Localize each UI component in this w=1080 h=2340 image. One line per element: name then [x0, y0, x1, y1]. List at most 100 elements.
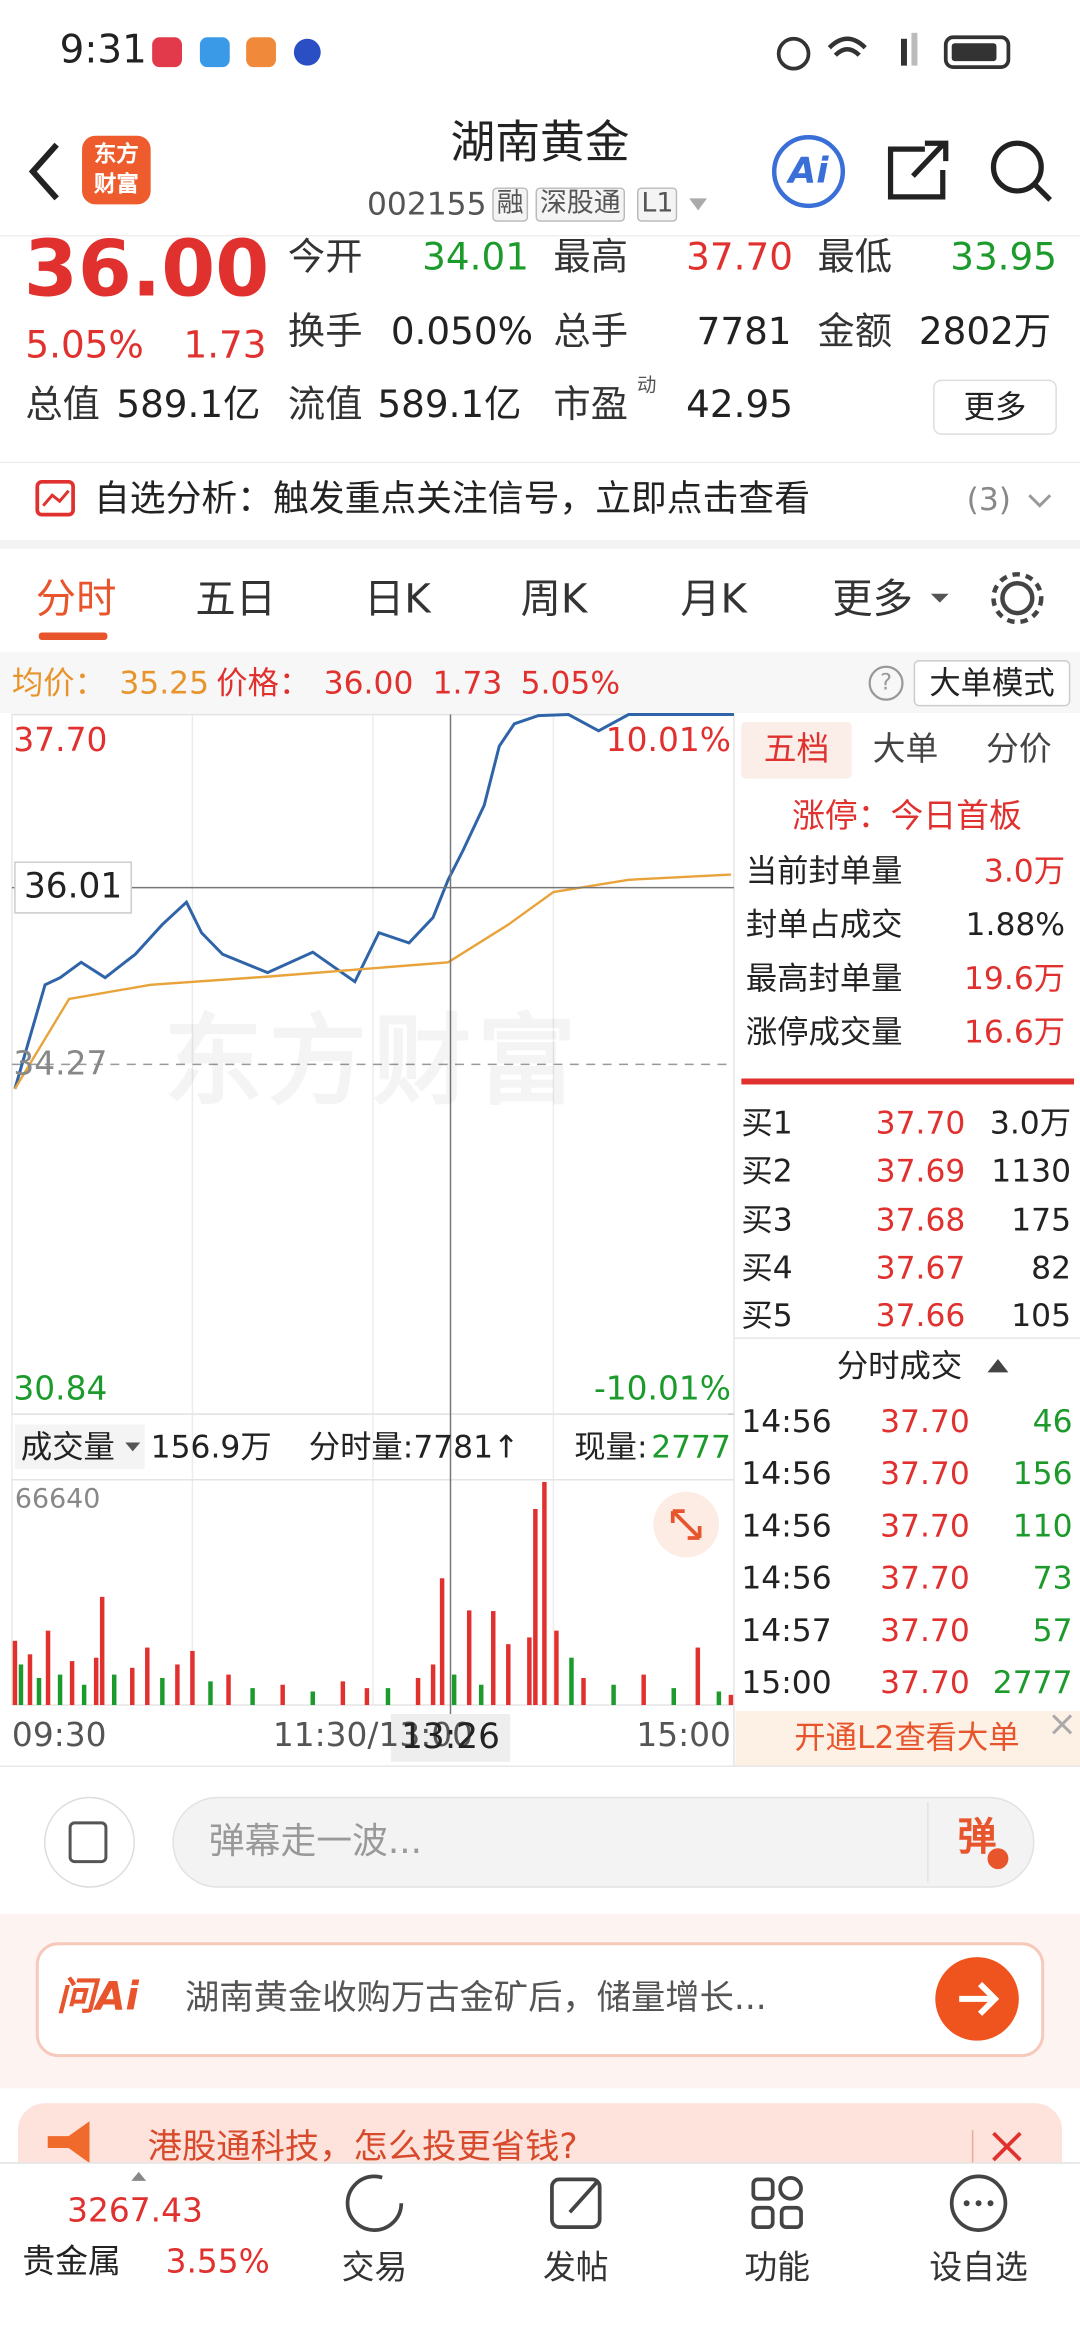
more-button-label[interactable]: 更多	[963, 389, 1027, 426]
mode-label[interactable]: 大单模式	[929, 665, 1055, 701]
volume-bar	[451, 1674, 457, 1706]
x-tick-label: 09:30	[11, 1717, 107, 1755]
tab[interactable]: 更多	[832, 576, 913, 623]
bid-price: 37.68	[875, 1201, 966, 1238]
expand-arrow[interactable]	[131, 2171, 147, 2181]
settings-icon[interactable]	[1000, 581, 1035, 616]
dropdown-arrow	[125, 1442, 141, 1452]
cursor-price-box	[14, 861, 133, 914]
volume-bar	[160, 1677, 165, 1706]
danmu-settings[interactable]	[44, 1796, 135, 1888]
volume-bar	[145, 1647, 150, 1706]
function-icon[interactable]	[751, 2177, 775, 2201]
signal-icon	[911, 32, 918, 66]
change-pct: 5.05%	[25, 323, 144, 367]
l2-banner-bg[interactable]	[735, 1710, 1080, 1767]
ai-card[interactable]	[35, 1942, 1045, 2058]
nav-item[interactable]: 发帖	[542, 2250, 609, 2288]
volume-bar	[641, 1674, 646, 1706]
danmu-placeholder[interactable]: 弹幕走一波...	[208, 1820, 422, 1862]
post-pen	[568, 2181, 599, 2214]
tab[interactable]: 五日	[195, 576, 276, 623]
volume-bar	[99, 1596, 105, 1706]
bid-level: 买2	[741, 1153, 793, 1190]
price-label: 价格：	[216, 665, 311, 701]
nav-item[interactable]: 交易	[341, 2250, 408, 2288]
trade-volume: 73	[1032, 1560, 1073, 1597]
sort-arrow	[987, 1358, 1009, 1373]
mode-button[interactable]	[913, 660, 1071, 707]
panel-tab[interactable]: 大单	[872, 731, 939, 769]
bottom-nav	[0, 2162, 1080, 2340]
nav-item[interactable]: 功能	[744, 2250, 811, 2288]
stat-label: 封单占成交	[745, 906, 903, 943]
stat-value: 19.6万	[963, 960, 1066, 997]
trade-volume: 2777	[992, 1664, 1073, 1701]
price-line	[13, 713, 734, 1090]
volume-bar	[130, 1667, 135, 1706]
share-button[interactable]	[887, 140, 949, 200]
volume-selector[interactable]	[14, 1424, 145, 1470]
divider	[741, 1078, 1075, 1085]
change-value: 1.73	[432, 665, 503, 701]
tab[interactable]: 分时	[35, 576, 117, 623]
field-value: 37.70	[686, 235, 793, 279]
trade-price: 37.70	[880, 1560, 970, 1597]
volume-bar	[385, 1688, 391, 1706]
stat-value: 1.88%	[965, 906, 1066, 943]
tab[interactable]: 周K	[520, 576, 588, 623]
tab-active-bg	[741, 721, 852, 779]
field-label: 金额	[817, 309, 893, 353]
ai-prompt[interactable]: 湖南黄金收购万古金矿后，储量增长...	[184, 1979, 767, 2018]
post-icon[interactable]	[550, 2177, 602, 2229]
back-button[interactable]	[28, 142, 59, 201]
alarm-icon	[776, 36, 811, 71]
dropdown-arrow[interactable]	[689, 198, 708, 211]
app-icon	[152, 37, 182, 68]
trade-icon[interactable]	[345, 2174, 404, 2232]
danmu-icon	[68, 1821, 108, 1864]
ai-label[interactable]: Ai	[788, 149, 829, 192]
volume-bar	[81, 1684, 87, 1706]
volume-selector-label[interactable]: 成交量	[20, 1428, 115, 1465]
signal-icon	[900, 38, 907, 66]
field-value: 0.050%	[390, 309, 534, 353]
volume-bar	[439, 1578, 445, 1706]
minute-volume: 分时量:7781↑	[308, 1428, 520, 1465]
close-icon[interactable]	[992, 2131, 1022, 2162]
field-value: 589.1亿	[377, 382, 522, 427]
volume-bar	[364, 1688, 370, 1706]
tab[interactable]: 日K	[363, 576, 431, 623]
more-button[interactable]	[933, 379, 1057, 435]
volume-bar	[533, 1508, 538, 1706]
search-button[interactable]	[990, 140, 1044, 194]
ai-button[interactable]	[771, 134, 846, 209]
expand-icon	[670, 1509, 702, 1540]
watchlist-icon[interactable]	[949, 2174, 1008, 2232]
avg-label: 均价：	[11, 665, 106, 701]
ad-text[interactable]: 港股通科技，怎么投更省钱?	[147, 2128, 578, 2168]
close-icon[interactable]	[1052, 1714, 1073, 1735]
tab[interactable]: 月K	[680, 576, 747, 623]
nav-item[interactable]: 设自选	[929, 2250, 1028, 2288]
chart-header-bg	[0, 651, 1080, 714]
megaphone-icon	[47, 2121, 90, 2163]
index-name: 贵金属	[22, 2244, 121, 2282]
trade-price: 37.70	[880, 1612, 970, 1649]
panel-tab[interactable]: 分价	[986, 731, 1052, 769]
l2-banner[interactable]: 开通L2查看大单	[794, 1719, 1020, 1756]
volume-bar	[491, 1611, 496, 1706]
change: 1.73	[183, 323, 267, 367]
cursor-time: 13:26	[401, 1718, 500, 1757]
stat-label: 当前封单量	[745, 853, 903, 889]
stock-code: 002155	[366, 186, 487, 223]
panel-tab[interactable]: 五档	[763, 731, 830, 769]
bid-level: 买1	[741, 1105, 793, 1142]
alert-text[interactable]: 自选分析：触发重点关注信号，立即点击查看	[93, 477, 810, 520]
bid-price: 37.67	[875, 1249, 966, 1286]
danmu-button[interactable]: 弹	[957, 1815, 997, 1861]
danmu-input[interactable]	[172, 1796, 1035, 1888]
battery-level	[951, 43, 997, 62]
bid-level: 买3	[741, 1201, 793, 1238]
help-icon[interactable]	[868, 665, 904, 701]
